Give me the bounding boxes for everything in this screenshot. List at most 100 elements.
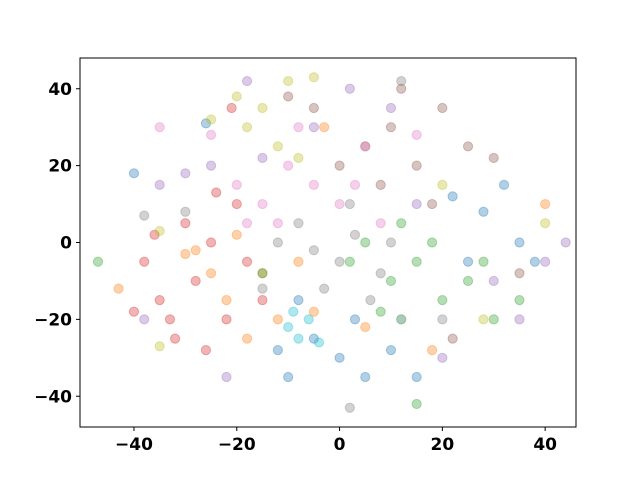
scatter-point (308, 333, 319, 344)
scatter-point (303, 314, 314, 325)
scatter-point (272, 141, 283, 152)
scatter-point (154, 122, 165, 133)
scatter-point (241, 122, 253, 133)
y-tick-label: −20 (34, 310, 72, 330)
scatter-point (200, 345, 212, 356)
scatter-point (308, 306, 319, 317)
scatter-point (180, 248, 191, 260)
scatter-point (360, 141, 371, 152)
scatter-point (385, 102, 397, 114)
scatter-point (426, 237, 438, 248)
scatter-point (154, 295, 165, 306)
scatter-point (426, 198, 438, 210)
scatter-point (360, 371, 371, 383)
scatter-point (313, 337, 325, 348)
scatter-point (257, 268, 268, 279)
scatter-point (272, 314, 283, 325)
scatter-point (241, 75, 253, 87)
scatter-point (257, 152, 268, 164)
scatter-point (462, 141, 474, 152)
y-axis: −40 −20 0 20 40 (34, 80, 80, 407)
scatter-point (540, 218, 551, 229)
scatter-point (462, 256, 474, 267)
scatter-point (293, 218, 304, 229)
scatter-point (92, 256, 104, 267)
scatter-point (514, 268, 525, 279)
scatter-point (293, 295, 304, 306)
x-axis: −40 −20 0 20 40 (115, 427, 557, 455)
scatter-point (241, 333, 253, 344)
scatter-point (257, 268, 268, 279)
scatter-point (385, 237, 397, 248)
scatter-point (385, 122, 397, 133)
scatter-point (478, 314, 489, 325)
scatter-point (180, 168, 191, 179)
scatter-point (375, 218, 386, 229)
scatter-point (514, 295, 525, 306)
scatter-point (462, 275, 474, 287)
scatter-point (221, 314, 232, 325)
scatter-point (375, 179, 386, 190)
scatter-point (293, 152, 304, 164)
scatter-point (360, 237, 371, 248)
scatter-point (283, 321, 294, 333)
scatter-point (308, 179, 319, 190)
y-tick-label: 0 (60, 234, 72, 254)
y-tick-label: −40 (34, 387, 72, 407)
scatter-point (205, 129, 217, 140)
scatter-point (154, 341, 165, 352)
scatter-point (529, 256, 540, 267)
x-tick-label: 40 (533, 435, 557, 455)
scatter-point (226, 102, 237, 114)
scatter-point (437, 314, 448, 325)
scatter-point (411, 256, 422, 267)
scatter-point (334, 198, 345, 210)
scatter-point (283, 160, 294, 171)
scatter-point (319, 283, 330, 294)
scatter-point (334, 352, 345, 363)
scatter-point (344, 83, 355, 94)
scatter-point (560, 237, 571, 248)
scatter-point (293, 256, 304, 267)
scatter-point (437, 179, 448, 190)
scatter-point (221, 371, 232, 383)
scatter-point (190, 245, 201, 256)
x-tick-label: 0 (334, 435, 346, 455)
scatter-point (437, 352, 448, 363)
scatter-point (128, 168, 140, 179)
x-tick-label: 20 (431, 435, 455, 455)
scatter-point (205, 160, 217, 171)
scatter-point (411, 198, 422, 210)
scatter-point (164, 314, 176, 325)
scatter-point (396, 314, 407, 325)
scatter-point (349, 229, 361, 240)
y-tick-label: 20 (48, 157, 72, 177)
scatter-point (375, 268, 386, 279)
scatter-point (319, 122, 330, 133)
scatter-point (334, 160, 345, 171)
scatter-point (396, 314, 407, 325)
scatter-point (396, 83, 407, 94)
scatter-point (180, 206, 191, 217)
scatter-point (211, 187, 222, 198)
scatter-point (375, 306, 386, 317)
scatter-point (113, 283, 124, 294)
scatter-point (365, 295, 376, 306)
scatter-point (488, 314, 499, 325)
scatter-point (272, 218, 283, 229)
scatter-point (308, 72, 319, 83)
scatter-point (154, 225, 165, 237)
scatter-point (540, 256, 551, 267)
scatter-point (257, 283, 268, 294)
scatter-point (437, 102, 448, 114)
x-tick-label: −20 (218, 435, 256, 455)
scatter-point (128, 306, 140, 317)
scatter-point (344, 402, 355, 413)
scatter-point (293, 333, 304, 344)
x-tick-label: −40 (115, 435, 153, 455)
points-layer (92, 72, 571, 413)
scatter-point (411, 371, 422, 383)
scatter-point (272, 237, 283, 248)
scatter-point (411, 129, 422, 140)
